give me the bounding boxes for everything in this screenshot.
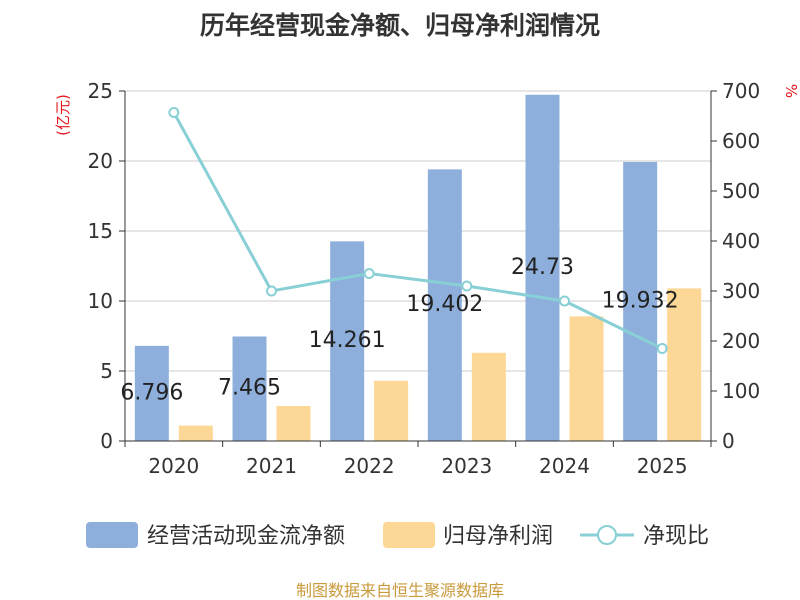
legend-label-net-profit: 归母净利润 bbox=[443, 524, 553, 549]
y-right-tick-label: 400 bbox=[722, 229, 760, 253]
bar-operating-cash-flow bbox=[623, 161, 658, 441]
x-tick-label: 2022 bbox=[344, 454, 395, 478]
bar-net-profit bbox=[276, 406, 311, 441]
line-point bbox=[559, 295, 570, 307]
bar-data-label: 24.73 bbox=[511, 255, 574, 280]
bar-operating-cash-flow bbox=[427, 169, 462, 441]
grid bbox=[125, 90, 711, 372]
source-note: 制图数据来自恒生聚源数据库 bbox=[296, 581, 504, 600]
bar-operating-cash-flow bbox=[525, 94, 560, 441]
bar-data-label: 6.796 bbox=[120, 380, 183, 405]
y-right-tick-label: 600 bbox=[722, 129, 760, 153]
bar-data-label: 7.465 bbox=[218, 376, 281, 401]
data-labels: 6.796 7.465 14.261 19.402 24.73 19.932 bbox=[120, 255, 678, 406]
x-tick-label: 2024 bbox=[539, 454, 590, 478]
y-right-tick-label: 0 bbox=[722, 429, 735, 453]
bar-net-profit bbox=[471, 352, 506, 441]
y-left-tick-label: 5 bbox=[100, 359, 113, 383]
y-right-label: % bbox=[782, 84, 800, 98]
y-left-label: (亿元) bbox=[54, 94, 72, 136]
bar-net-profit bbox=[667, 288, 702, 441]
line-cash-ratio bbox=[172, 111, 663, 350]
line-point bbox=[266, 285, 277, 297]
legend-label-cash-ratio: 净现比 bbox=[643, 524, 709, 549]
bar-net-profit bbox=[178, 425, 213, 441]
bar-net-profit bbox=[569, 316, 604, 441]
x-tick-label: 2023 bbox=[441, 454, 492, 478]
y-left-tick-label: 25 bbox=[88, 79, 113, 103]
y-right-tick-label: 100 bbox=[722, 379, 760, 403]
bar-operating-cash-flow bbox=[134, 345, 169, 441]
y-left-tick-label: 10 bbox=[88, 289, 113, 313]
x-tick-label: 2025 bbox=[637, 454, 688, 478]
y-right-tick-label: 200 bbox=[722, 329, 760, 353]
legend-marker-cash-ratio bbox=[597, 525, 617, 545]
bar-operating-cash-flow bbox=[232, 336, 267, 441]
line-point bbox=[168, 107, 180, 118]
x-tick-label: 2021 bbox=[246, 454, 297, 478]
legend-label-operating-cash-flow: 经营活动现金流净额 bbox=[147, 524, 345, 549]
legend-swatch-operating-cash-flow bbox=[86, 522, 138, 548]
line-point bbox=[461, 280, 473, 292]
bar-data-label: 19.402 bbox=[406, 292, 483, 317]
legend: 经营活动现金流净额 归母净利润 净现比 bbox=[86, 522, 709, 549]
y-left-tick-label: 15 bbox=[88, 219, 113, 243]
chart-title: 历年经营现金净额、归母净利润情况 bbox=[200, 11, 600, 40]
bars bbox=[134, 94, 702, 441]
y-left-tick-label: 0 bbox=[100, 429, 113, 453]
line-point bbox=[363, 268, 375, 279]
y-right-tick-label: 700 bbox=[722, 79, 760, 103]
legend-swatch-net-profit bbox=[383, 522, 435, 548]
x-tick-label: 2020 bbox=[148, 454, 199, 478]
line-point bbox=[656, 343, 668, 354]
bar-data-label: 14.261 bbox=[309, 328, 386, 353]
y-right-tick-label: 500 bbox=[722, 179, 760, 203]
line-series bbox=[168, 107, 668, 354]
bar-data-label: 19.932 bbox=[602, 288, 679, 313]
y-right-tick-label: 300 bbox=[722, 279, 760, 303]
y-left-tick-label: 20 bbox=[88, 149, 113, 173]
bar-net-profit bbox=[374, 380, 409, 441]
